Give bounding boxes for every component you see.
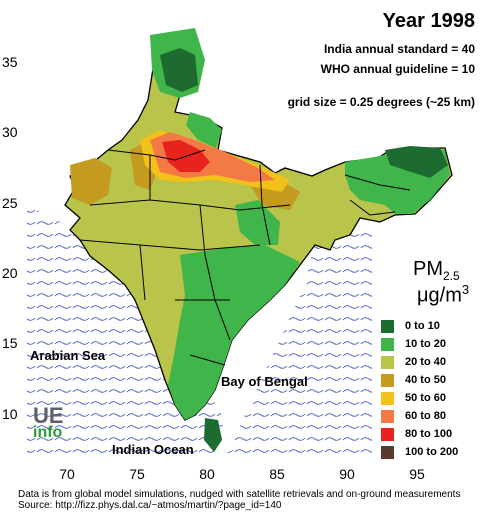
- legend-swatch: [381, 409, 394, 423]
- source-url: Source: http://fizz.phys.dal.ca/~atmos/m…: [18, 500, 282, 511]
- pollutant-symbol: PM: [413, 258, 443, 280]
- logo-bottom-text: info: [33, 424, 63, 441]
- legend-swatch: [381, 427, 394, 441]
- legend-swatch: [381, 319, 394, 333]
- legend-swatch: [381, 391, 394, 405]
- pollutant-label: PM2.5: [413, 258, 460, 283]
- state-borders: [79, 149, 411, 366]
- legend-label: 20 to 40: [405, 356, 446, 368]
- y-tick-label: 20: [2, 265, 18, 281]
- y-tick-label: 10: [2, 406, 18, 422]
- data-source-note: Data is from global model simulations, n…: [18, 489, 461, 500]
- legend-label: 40 to 50: [405, 374, 446, 386]
- arabian-sea-label: Arabian Sea: [30, 348, 106, 363]
- legend-label: 100 to 200: [405, 446, 459, 458]
- legend-label: 60 to 80: [405, 410, 446, 422]
- x-tick-label: 85: [269, 466, 285, 482]
- who-guideline-label: WHO annual guideline = 10: [320, 62, 475, 76]
- logo-top-text: UE: [33, 403, 64, 428]
- legend-item: 80 to 100: [381, 425, 471, 443]
- unit-text: μg/m: [417, 284, 462, 307]
- legend-label: 50 to 60: [405, 392, 446, 404]
- legend-item: 0 to 10: [381, 317, 471, 335]
- legend-item: 20 to 40: [381, 353, 471, 371]
- unit-label: μg/m3: [417, 282, 469, 308]
- legend-item: 60 to 80: [381, 407, 471, 425]
- x-tick-label: 90: [339, 466, 355, 482]
- x-tick-label: 80: [199, 466, 215, 482]
- pollutant-subscript: 2.5: [443, 269, 460, 283]
- indian-ocean-label: Indian Ocean: [112, 442, 194, 457]
- unit-power: 3: [461, 282, 470, 297]
- legend: 0 to 10 10 to 20 20 to 40 40 to 50 50 to…: [381, 317, 471, 461]
- x-tick-label: 70: [59, 466, 75, 482]
- india-standard-label: India annual standard = 40: [323, 42, 475, 56]
- legend-item: 10 to 20: [381, 335, 471, 353]
- ue-info-logo: UE info: [33, 403, 64, 442]
- legend-item: 40 to 50: [381, 371, 471, 389]
- y-tick-label: 15: [2, 335, 18, 351]
- map-title: Year 1998: [382, 10, 475, 32]
- legend-item: 100 to 200: [381, 443, 471, 461]
- legend-item: 50 to 60: [381, 389, 471, 407]
- legend-label: 10 to 20: [405, 338, 446, 350]
- x-tick-label: 75: [129, 466, 145, 482]
- y-tick-label: 30: [2, 124, 18, 140]
- y-tick-label: 25: [2, 195, 18, 211]
- y-tick-label: 35: [2, 54, 18, 70]
- legend-label: 80 to 100: [405, 428, 453, 440]
- legend-swatch: [381, 337, 394, 351]
- legend-label: 0 to 10: [405, 320, 440, 332]
- grid-size-label: grid size = 0.25 degrees (~25 km): [287, 95, 475, 109]
- legend-swatch: [381, 355, 394, 369]
- legend-swatch: [381, 445, 394, 459]
- x-tick-label: 95: [409, 466, 425, 482]
- region-0-10: [160, 48, 448, 452]
- legend-swatch: [381, 373, 394, 387]
- bay-of-bengal-label: Bay of Bengal: [221, 374, 308, 389]
